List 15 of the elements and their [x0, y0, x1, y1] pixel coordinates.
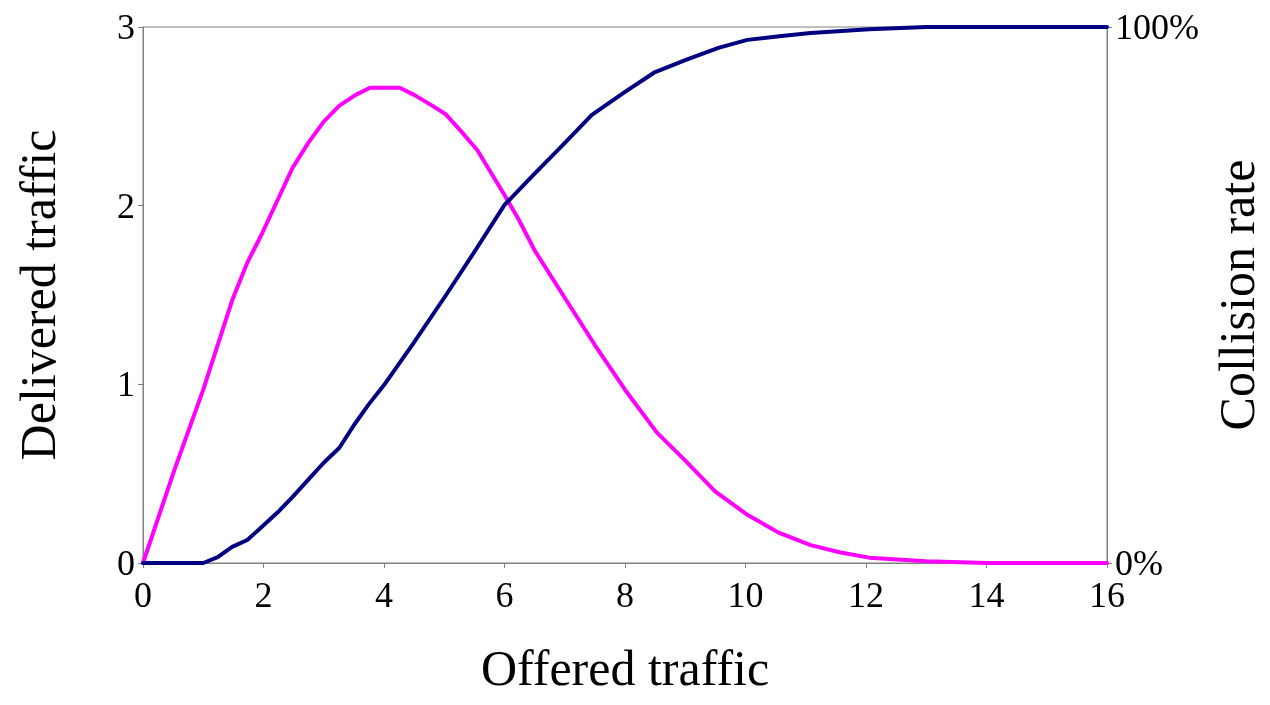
x-tick-label: 14 [968, 575, 1005, 615]
x-tick-label: 10 [727, 575, 764, 615]
x-tick-label: 6 [495, 575, 514, 615]
x-tick-label: 8 [616, 575, 634, 615]
x-tick-label: 2 [254, 575, 273, 615]
x-tick-label: 4 [375, 575, 393, 615]
y2-tick-label: 100% [1115, 7, 1199, 47]
x-tick-label: 12 [848, 575, 884, 615]
y-axis-title: Delivered traffic [10, 129, 66, 461]
x-axis-title: Offered traffic [480, 640, 770, 696]
y2-axis-title: Collision rate [1209, 159, 1265, 431]
y-tick-label: 3 [117, 7, 135, 47]
y-tick-label: 2 [117, 185, 135, 226]
y-tick-label: 0 [117, 543, 135, 583]
y-tick-label: 1 [117, 364, 135, 405]
